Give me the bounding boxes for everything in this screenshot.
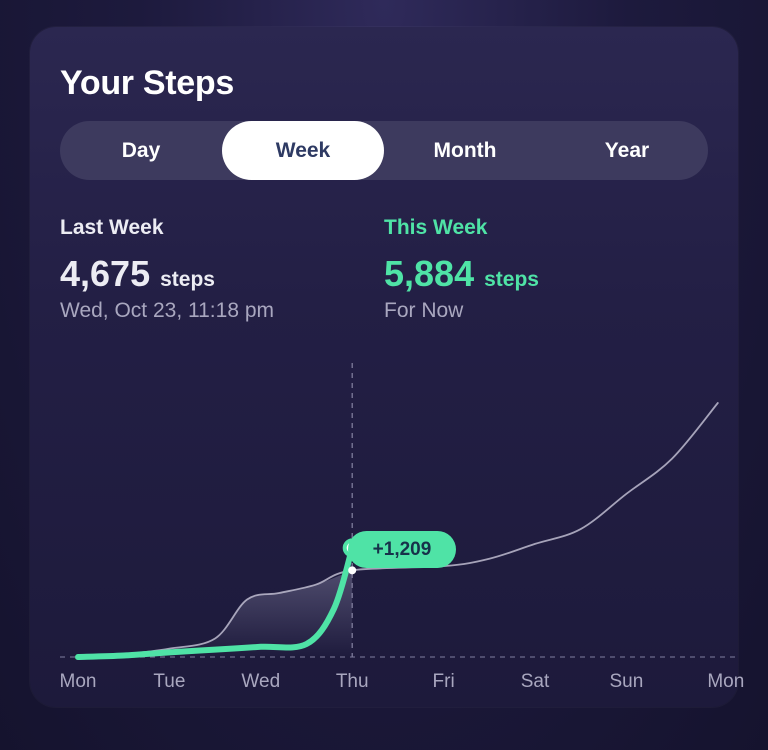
- x-tick-label: Tue: [153, 671, 186, 692]
- x-tick-label: Wed: [241, 671, 281, 692]
- tab-month[interactable]: Month: [433, 139, 497, 162]
- tab-year[interactable]: Year: [604, 139, 650, 162]
- x-tick-label: Mon: [707, 671, 745, 692]
- this-week-steps-value: 5,884: [384, 253, 475, 294]
- x-tick-label: Mon: [59, 671, 97, 692]
- last-week-label: Last Week: [60, 216, 164, 239]
- last-week-value-row: 4,675 steps: [60, 253, 215, 295]
- series-line-last-week: [77, 402, 719, 658]
- last-week-timestamp: Wed, Oct 23, 11:18 pm: [60, 299, 274, 322]
- this-week-value-row: 5,884 steps: [384, 253, 539, 295]
- this-week-steps-unit: steps: [484, 268, 539, 291]
- x-tick-label: Sun: [609, 671, 644, 692]
- last-week-area-fill: [78, 570, 353, 657]
- last-week-steps-value: 4,675: [60, 253, 151, 294]
- x-tick-label: Thu: [335, 671, 369, 692]
- this-week-status: For Now: [384, 299, 464, 322]
- x-tick-label: Sat: [520, 671, 550, 692]
- x-tick-label: Fri: [432, 671, 455, 692]
- period-segmented-control: Day Week Month Year: [60, 121, 708, 180]
- difference-badge: +1,209: [348, 531, 456, 568]
- tab-week[interactable]: Week: [222, 121, 384, 180]
- last-week-current-point: [348, 566, 357, 575]
- page-title: Your Steps: [60, 64, 234, 102]
- last-week-steps-unit: steps: [160, 268, 215, 291]
- tab-day[interactable]: Day: [121, 139, 161, 162]
- series-line-this-week: [75, 544, 356, 660]
- this-week-label: This Week: [384, 216, 488, 239]
